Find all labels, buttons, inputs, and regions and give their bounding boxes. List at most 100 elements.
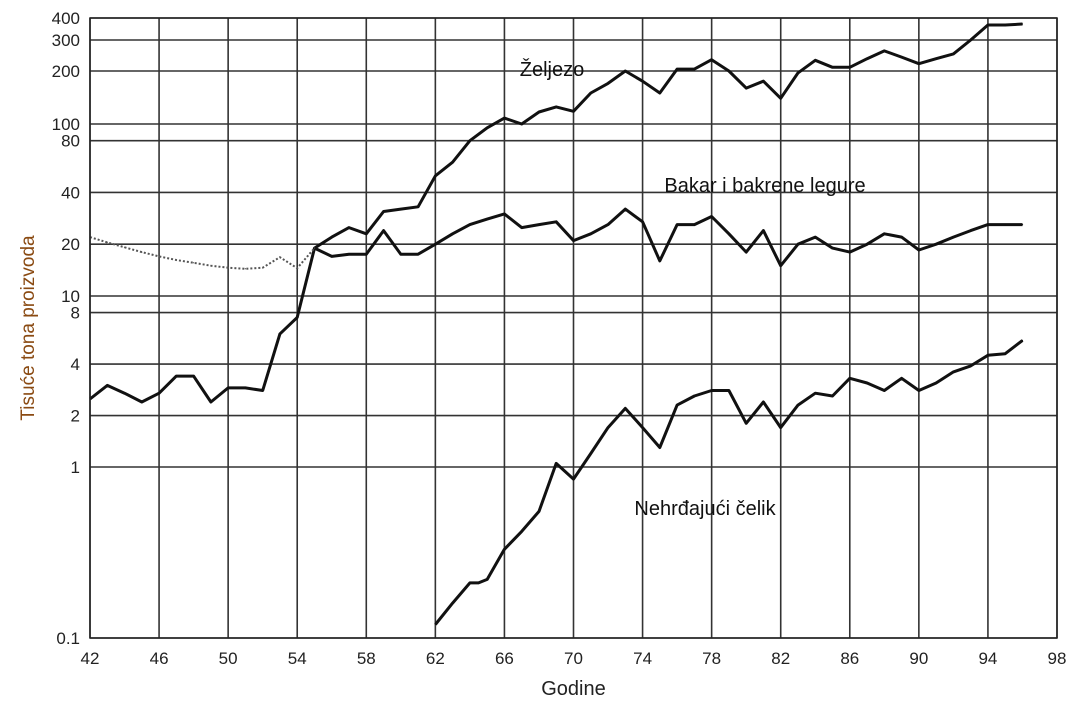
series-0-point xyxy=(935,58,937,60)
series-3-point xyxy=(814,392,816,394)
grid xyxy=(89,17,1058,639)
series-1-point xyxy=(935,243,937,245)
x-tick-label: 58 xyxy=(357,649,376,668)
series-0-point xyxy=(624,70,626,72)
series-0-point xyxy=(296,316,298,318)
series-1-point xyxy=(745,251,747,253)
series-2-point xyxy=(193,262,195,264)
series-0-point xyxy=(900,56,903,58)
series-0-point xyxy=(780,97,782,99)
series-0-point xyxy=(417,206,419,208)
series-0-point xyxy=(728,70,730,72)
series-label-bakar: Bakar i bakrene legure xyxy=(664,175,865,197)
series-0-point xyxy=(659,92,661,94)
series-0-point xyxy=(987,24,989,26)
series-0-point xyxy=(279,333,281,335)
series-3-point xyxy=(555,462,557,464)
x-tick-label: 90 xyxy=(909,649,928,668)
series-3-point xyxy=(607,426,609,429)
series-2-point xyxy=(175,259,177,261)
y-axis-title: Tisuće tona proizvoda xyxy=(18,235,39,421)
series-1-point xyxy=(572,239,575,242)
series-0-point xyxy=(244,387,247,389)
series-1-point xyxy=(555,221,557,223)
y-tick-label: 8 xyxy=(71,304,80,323)
x-tick-label: 50 xyxy=(219,649,238,668)
series-1-point xyxy=(797,243,799,245)
series-2-point xyxy=(296,267,298,269)
series-label-zeljezo: Željezo xyxy=(520,58,584,81)
series-0-point xyxy=(970,39,972,41)
y-tick-label: 1 xyxy=(71,458,80,477)
series-1-point xyxy=(538,224,540,226)
series-0-point xyxy=(521,123,523,125)
series-1-point xyxy=(469,224,471,226)
series-0-point xyxy=(555,106,557,108)
series-1-point xyxy=(728,233,730,235)
y-tick-label: 100 xyxy=(52,115,80,134)
series-1-point xyxy=(762,230,765,232)
series-1-point xyxy=(849,251,851,253)
series-1-point xyxy=(814,236,816,238)
series-1-point xyxy=(521,226,523,229)
series-0-point xyxy=(883,50,885,52)
series-1-point xyxy=(382,230,385,232)
series-3-point xyxy=(780,426,782,429)
series-1-point xyxy=(607,224,609,226)
series-3-point xyxy=(693,395,695,397)
series-1-point xyxy=(693,224,695,226)
x-tick-label: 46 xyxy=(150,649,169,668)
series-1-point xyxy=(831,247,834,249)
series-0-point xyxy=(572,110,575,112)
series-3-point xyxy=(711,389,713,392)
series-1-point xyxy=(486,218,488,220)
series-3-point xyxy=(918,389,920,392)
series-2-point xyxy=(210,265,212,267)
series-3-point xyxy=(745,422,747,424)
x-tick-label: 94 xyxy=(978,649,997,668)
series-0-point xyxy=(262,389,264,392)
series-label-nehrdajuci-celik: Nehrđajući čelik xyxy=(634,498,776,520)
series-0-point xyxy=(1021,23,1024,25)
series-0-point xyxy=(434,175,436,177)
x-tick-label: 54 xyxy=(288,649,307,668)
series-2-point xyxy=(123,246,126,248)
y-tick-label: 20 xyxy=(61,235,80,254)
series-0-point xyxy=(227,387,229,389)
series-0-point xyxy=(452,161,454,163)
series-3-point xyxy=(452,602,454,604)
series-3-point xyxy=(831,395,834,397)
series-0-point xyxy=(952,53,954,55)
series-1-point xyxy=(900,236,903,238)
series-0-point xyxy=(123,392,126,394)
series-1-point xyxy=(918,249,920,251)
series-3-point xyxy=(572,478,575,480)
series-2-point xyxy=(262,267,264,269)
series-0-point xyxy=(1004,24,1006,26)
series-2-point xyxy=(158,255,160,257)
y-tick-label: 0.1 xyxy=(56,629,80,648)
series-0-point xyxy=(141,401,143,403)
series-3-point xyxy=(883,389,885,392)
series-3-point xyxy=(1004,353,1006,355)
series-1-point xyxy=(987,224,989,226)
series-3-point xyxy=(641,426,644,429)
series-0-point xyxy=(866,58,868,60)
series-3-point xyxy=(477,582,480,584)
series-1-point xyxy=(434,243,436,245)
series-0-point xyxy=(814,59,816,61)
series-0-point xyxy=(365,233,367,235)
series-3-point xyxy=(538,510,540,512)
series-3-point xyxy=(1021,339,1024,341)
series-0-point xyxy=(831,66,834,68)
series-1-point xyxy=(331,255,333,257)
series-1-point xyxy=(659,260,661,262)
x-tick-labels: 42 46 50 54 58 62 66 70 74 78 82 86 90 94 98 xyxy=(81,649,1067,668)
series-3-point xyxy=(900,377,903,379)
series-1-point xyxy=(452,233,454,235)
x-tick-label: 62 xyxy=(426,649,445,668)
series-3-point xyxy=(521,530,523,533)
y-tick-label: 4 xyxy=(71,355,80,374)
series-3-point xyxy=(952,371,954,373)
